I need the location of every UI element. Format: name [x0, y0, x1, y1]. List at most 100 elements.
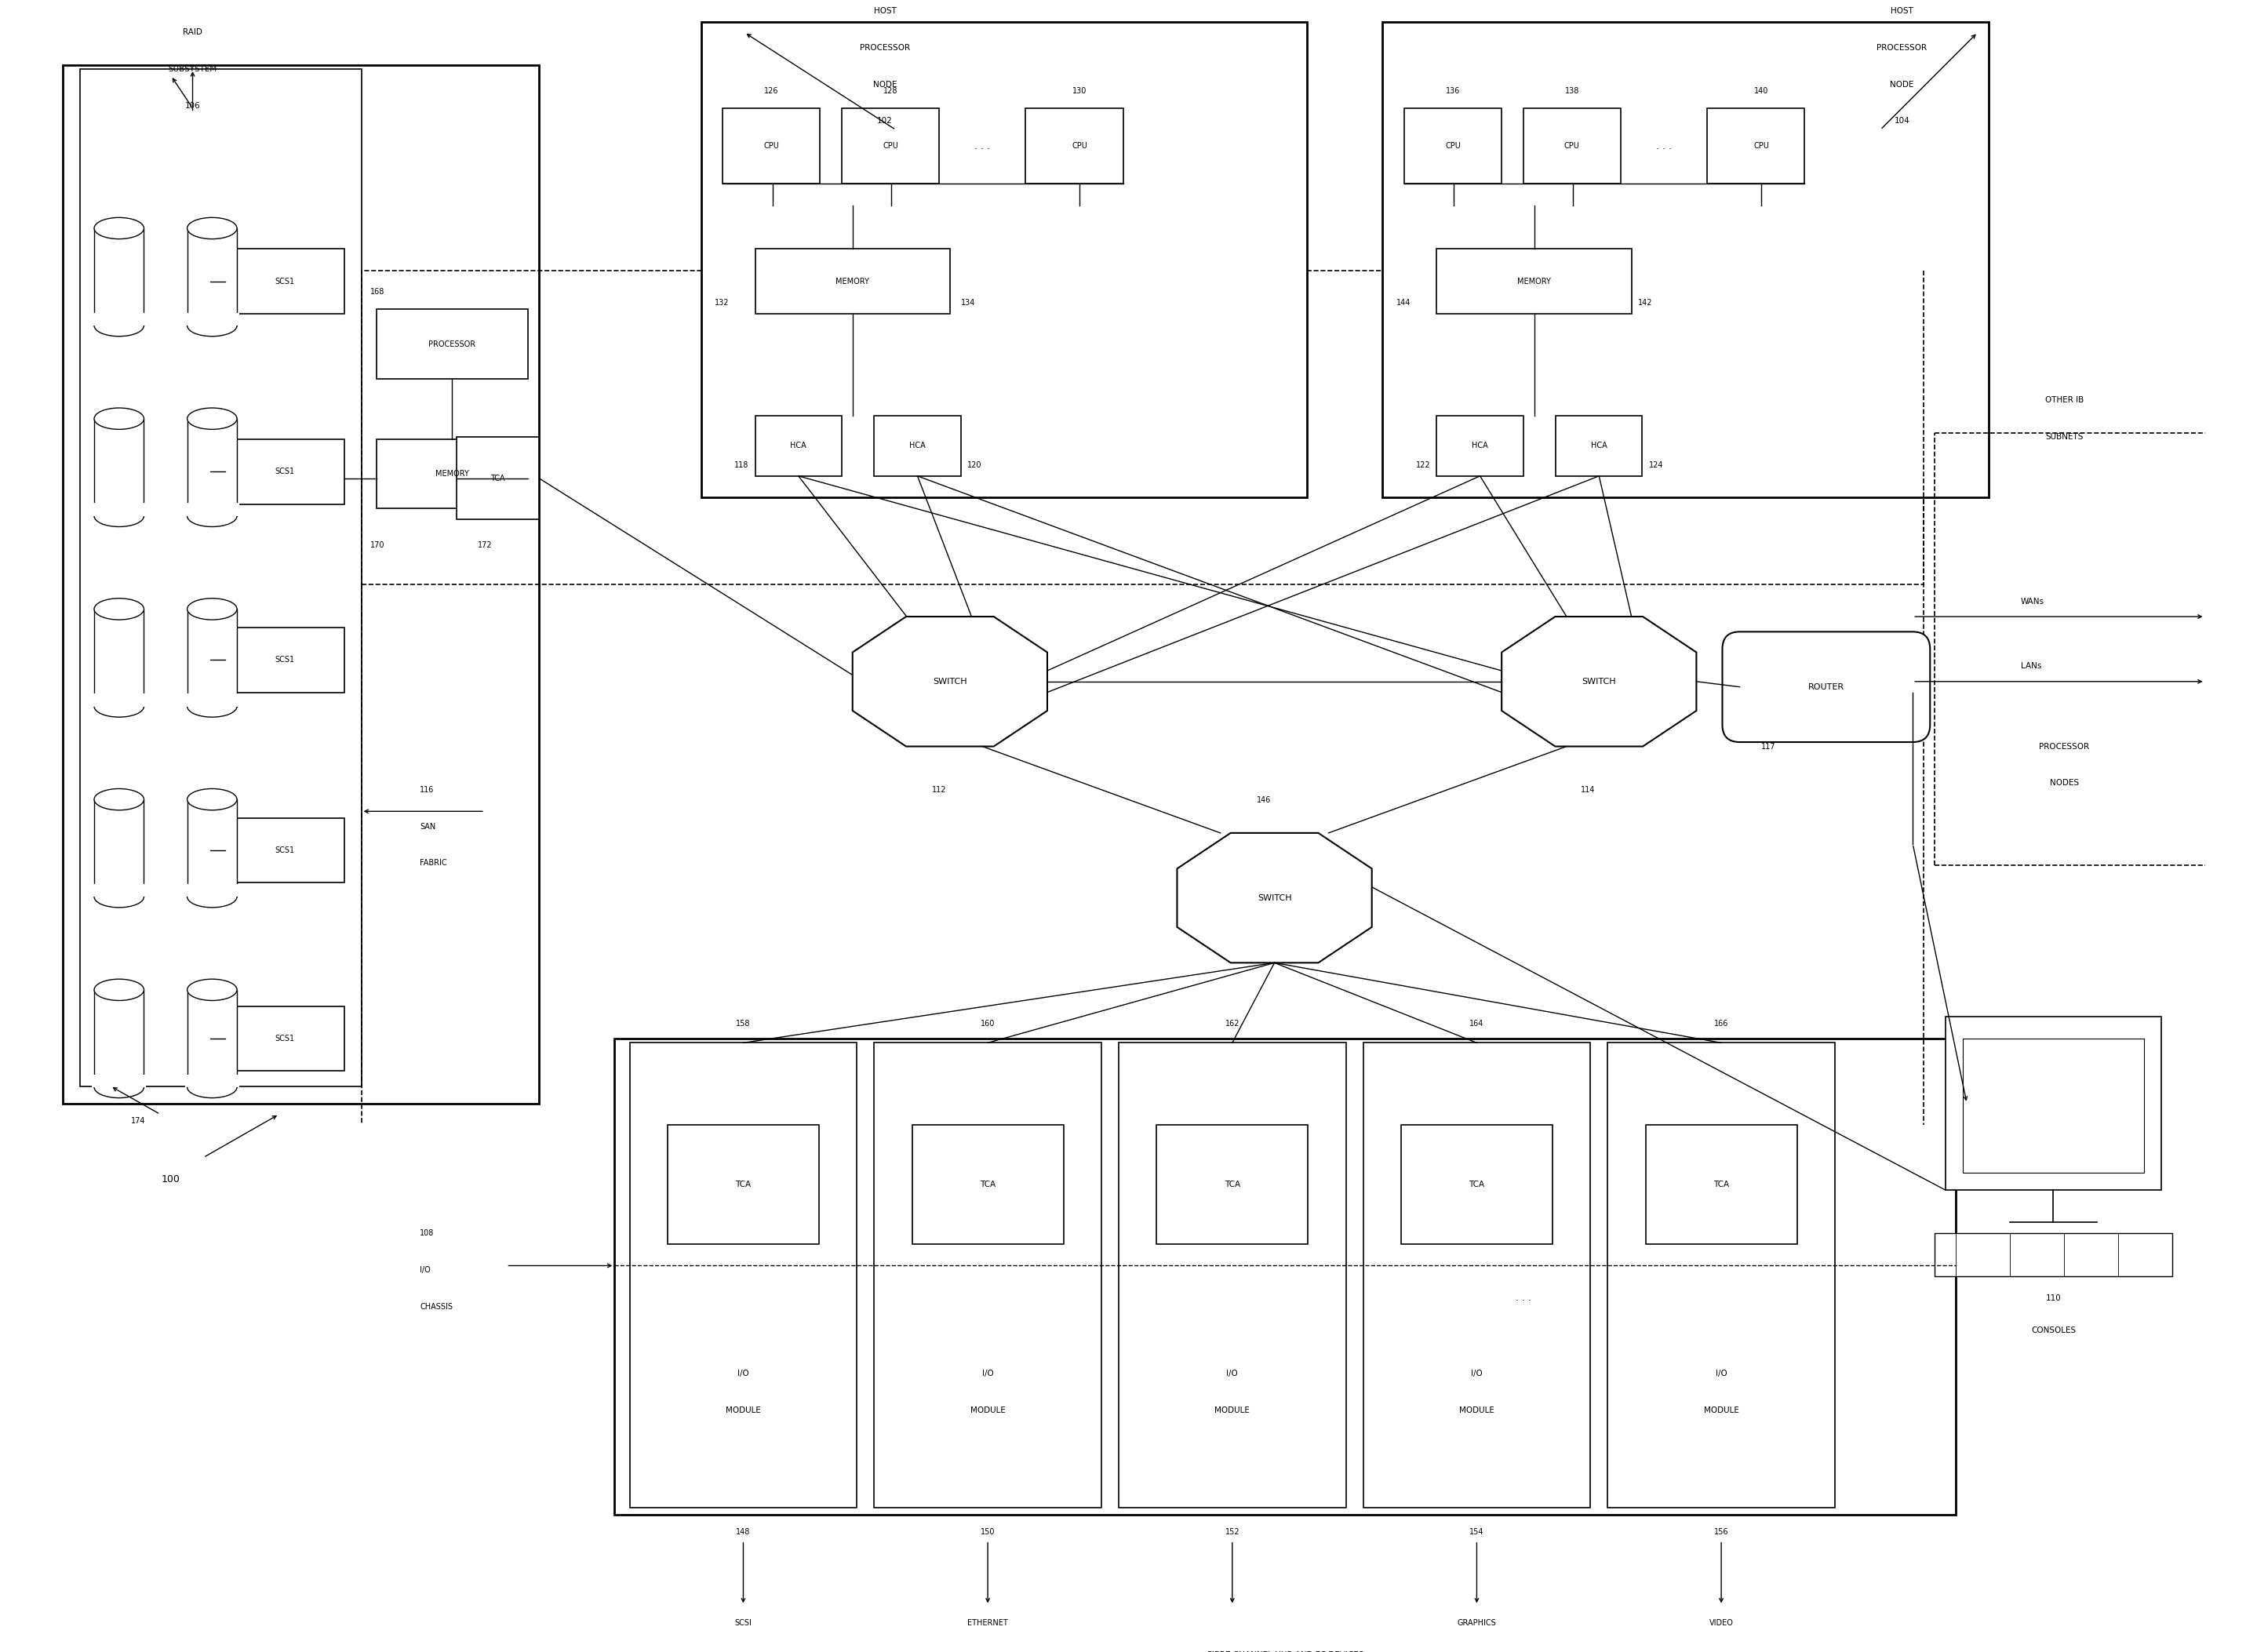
- Text: 132: 132: [714, 299, 730, 307]
- Text: 134: 134: [961, 299, 975, 307]
- Text: NODE: NODE: [1889, 81, 1914, 88]
- FancyBboxPatch shape: [1723, 631, 1929, 742]
- Bar: [842, 107, 939, 183]
- Text: 118: 118: [734, 461, 748, 469]
- Bar: [184, 1074, 238, 1087]
- Text: I/O: I/O: [737, 1370, 750, 1378]
- Polygon shape: [853, 616, 1047, 747]
- Text: . . .: . . .: [1516, 1294, 1532, 1303]
- Text: HOST: HOST: [1891, 7, 1914, 15]
- Text: 140: 140: [1754, 88, 1768, 94]
- Text: PROCESSOR: PROCESSOR: [429, 340, 476, 349]
- Text: SWITCH: SWITCH: [932, 677, 968, 686]
- Text: 148: 148: [737, 1528, 750, 1536]
- Text: 102: 102: [878, 117, 892, 126]
- Ellipse shape: [186, 788, 238, 809]
- Text: TCA: TCA: [1469, 1181, 1485, 1188]
- Ellipse shape: [186, 980, 238, 1001]
- Text: HCA: HCA: [1471, 441, 1489, 449]
- Text: MODULE: MODULE: [970, 1408, 1006, 1414]
- Ellipse shape: [186, 408, 238, 430]
- Bar: [184, 884, 238, 897]
- Text: 110: 110: [2046, 1294, 2062, 1302]
- Ellipse shape: [94, 598, 144, 620]
- Text: WANs: WANs: [2021, 598, 2044, 605]
- Text: 174: 174: [130, 1117, 146, 1125]
- Ellipse shape: [186, 885, 238, 907]
- Text: TCA: TCA: [734, 1181, 750, 1188]
- Text: 114: 114: [1581, 786, 1595, 793]
- Text: PROCESSOR: PROCESSOR: [860, 43, 910, 51]
- Text: VIDEO: VIDEO: [1709, 1619, 1734, 1627]
- Bar: [94, 610, 144, 707]
- Bar: [1119, 1042, 1345, 1508]
- Text: 104: 104: [1893, 117, 1909, 126]
- Bar: [1437, 249, 1631, 314]
- Text: 166: 166: [1714, 1019, 1729, 1028]
- Ellipse shape: [94, 408, 144, 430]
- Text: 126: 126: [764, 88, 779, 94]
- Ellipse shape: [94, 695, 144, 717]
- Text: SUBNETS: SUBNETS: [2046, 433, 2084, 441]
- Text: TCA: TCA: [979, 1181, 995, 1188]
- Text: FABRIC: FABRIC: [420, 859, 447, 867]
- Ellipse shape: [186, 598, 238, 620]
- Ellipse shape: [94, 316, 144, 337]
- Text: 150: 150: [982, 1528, 995, 1536]
- Bar: [1026, 107, 1123, 183]
- Text: 172: 172: [478, 542, 492, 548]
- Text: 122: 122: [1415, 461, 1431, 469]
- Text: 138: 138: [1565, 88, 1579, 94]
- Bar: [63, 64, 539, 1104]
- Text: I/O: I/O: [1716, 1370, 1727, 1378]
- Text: MEMORY: MEMORY: [836, 278, 869, 286]
- Text: RAID: RAID: [182, 28, 202, 36]
- Bar: [92, 884, 146, 897]
- Text: 117: 117: [1761, 742, 1777, 750]
- Bar: [1945, 1018, 2161, 1189]
- Text: SCS1: SCS1: [274, 656, 294, 664]
- Bar: [92, 694, 146, 707]
- Text: CPU: CPU: [1071, 142, 1087, 150]
- Bar: [225, 628, 344, 692]
- Bar: [912, 1125, 1065, 1244]
- Ellipse shape: [94, 218, 144, 240]
- Text: NODE: NODE: [874, 81, 896, 88]
- Bar: [1963, 1039, 2145, 1173]
- Bar: [755, 415, 842, 476]
- Bar: [1608, 1042, 1835, 1508]
- Bar: [1934, 1232, 2172, 1277]
- Text: CPU: CPU: [1563, 142, 1579, 150]
- Bar: [629, 1042, 858, 1508]
- Bar: [377, 309, 528, 378]
- Ellipse shape: [94, 1077, 144, 1099]
- Text: 164: 164: [1469, 1019, 1485, 1028]
- Bar: [225, 439, 344, 504]
- Text: CPU: CPU: [764, 142, 779, 150]
- Text: CPU: CPU: [1444, 142, 1460, 150]
- Text: 120: 120: [968, 461, 982, 469]
- Bar: [723, 107, 820, 183]
- Text: HCA: HCA: [791, 441, 806, 449]
- Text: 168: 168: [371, 287, 384, 296]
- Text: 106: 106: [184, 102, 200, 111]
- Text: 144: 144: [1397, 299, 1410, 307]
- Text: 170: 170: [371, 542, 384, 548]
- Text: LANs: LANs: [2021, 662, 2042, 671]
- Bar: [1363, 1042, 1590, 1508]
- Text: SCS1: SCS1: [274, 278, 294, 286]
- Text: MEMORY: MEMORY: [436, 469, 469, 477]
- Text: NODES: NODES: [2051, 780, 2080, 786]
- Bar: [1402, 1125, 1552, 1244]
- Text: MODULE: MODULE: [725, 1408, 761, 1414]
- Ellipse shape: [186, 316, 238, 337]
- Text: SCS1: SCS1: [274, 468, 294, 476]
- Text: ETHERNET: ETHERNET: [968, 1619, 1008, 1627]
- Bar: [225, 818, 344, 882]
- Text: 128: 128: [883, 88, 898, 94]
- Text: 154: 154: [1469, 1528, 1485, 1536]
- Bar: [94, 418, 144, 515]
- Text: CHASSIS: CHASSIS: [420, 1303, 454, 1310]
- Text: 112: 112: [932, 786, 946, 793]
- Bar: [184, 504, 238, 515]
